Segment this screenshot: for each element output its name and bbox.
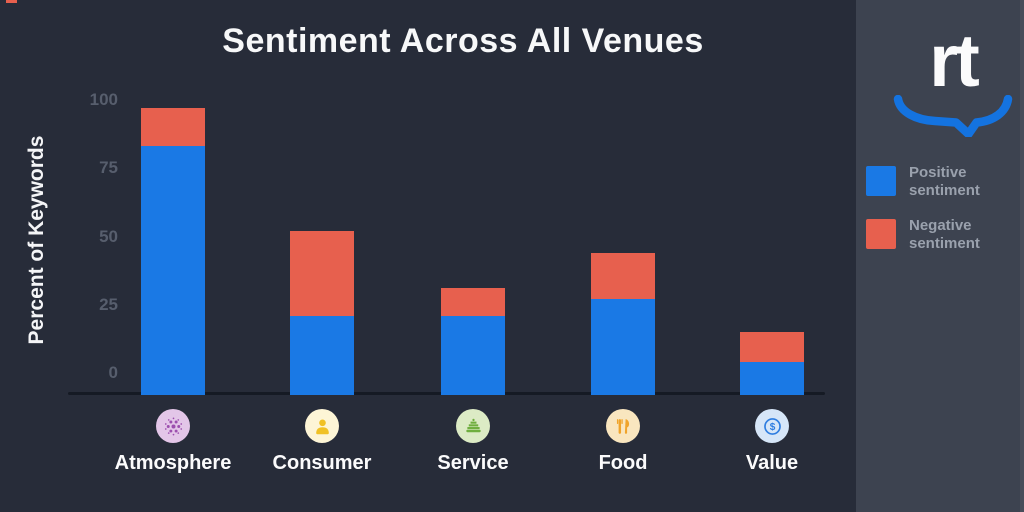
legend-swatch-positive [866,166,896,196]
category-label-value: Value [745,452,799,474]
bar-negative-value [740,332,804,363]
bar-positive-consumer [290,315,354,395]
legend-item: Positive sentiment [866,164,1016,200]
category-label-consumer: Consumer [272,452,372,474]
dollar-icon: $ [755,409,789,443]
y-axis-tick: 100 [89,90,118,109]
legend-item: Negative sentiment [866,217,1016,253]
logo-swoosh-icon [893,95,1013,137]
svg-text:$: $ [769,422,775,433]
category-label-food: Food [598,452,648,474]
logo-text: rt [929,19,979,102]
brand-panel: rt Positive sentiment Negative sentiment [856,0,1024,512]
bar-positive-service [441,315,505,395]
utensils-icon [606,409,640,443]
y-axis-tick: 75 [99,158,118,178]
bar-negative-consumer [290,231,354,316]
top-edge-artifact [6,0,17,3]
disco-ball-icon [156,409,190,443]
legend-label: Negative sentiment [909,217,980,252]
category-label-service: Service [437,452,509,474]
chart-title: Sentiment Across All Venues [222,22,704,60]
y-axis-tick: 50 [99,226,118,246]
y-axis-tick: 0 [108,363,118,382]
category-label-atmosphere: Atmosphere [114,452,232,474]
service-bell-icon [456,409,490,443]
bar-negative-food [591,252,655,300]
bar-positive-food [591,299,655,395]
bar-negative-atmosphere [141,108,205,147]
y-axis-tick: 25 [99,294,118,314]
chart-legend: Positive sentiment Negative sentiment [866,164,1016,272]
bar-positive-value [740,362,804,395]
person-icon [305,409,339,443]
legend-label: Positive sentiment [909,164,980,199]
legend-swatch-negative [866,219,896,249]
bar-positive-atmosphere [141,146,205,395]
bar-negative-service [441,288,505,316]
